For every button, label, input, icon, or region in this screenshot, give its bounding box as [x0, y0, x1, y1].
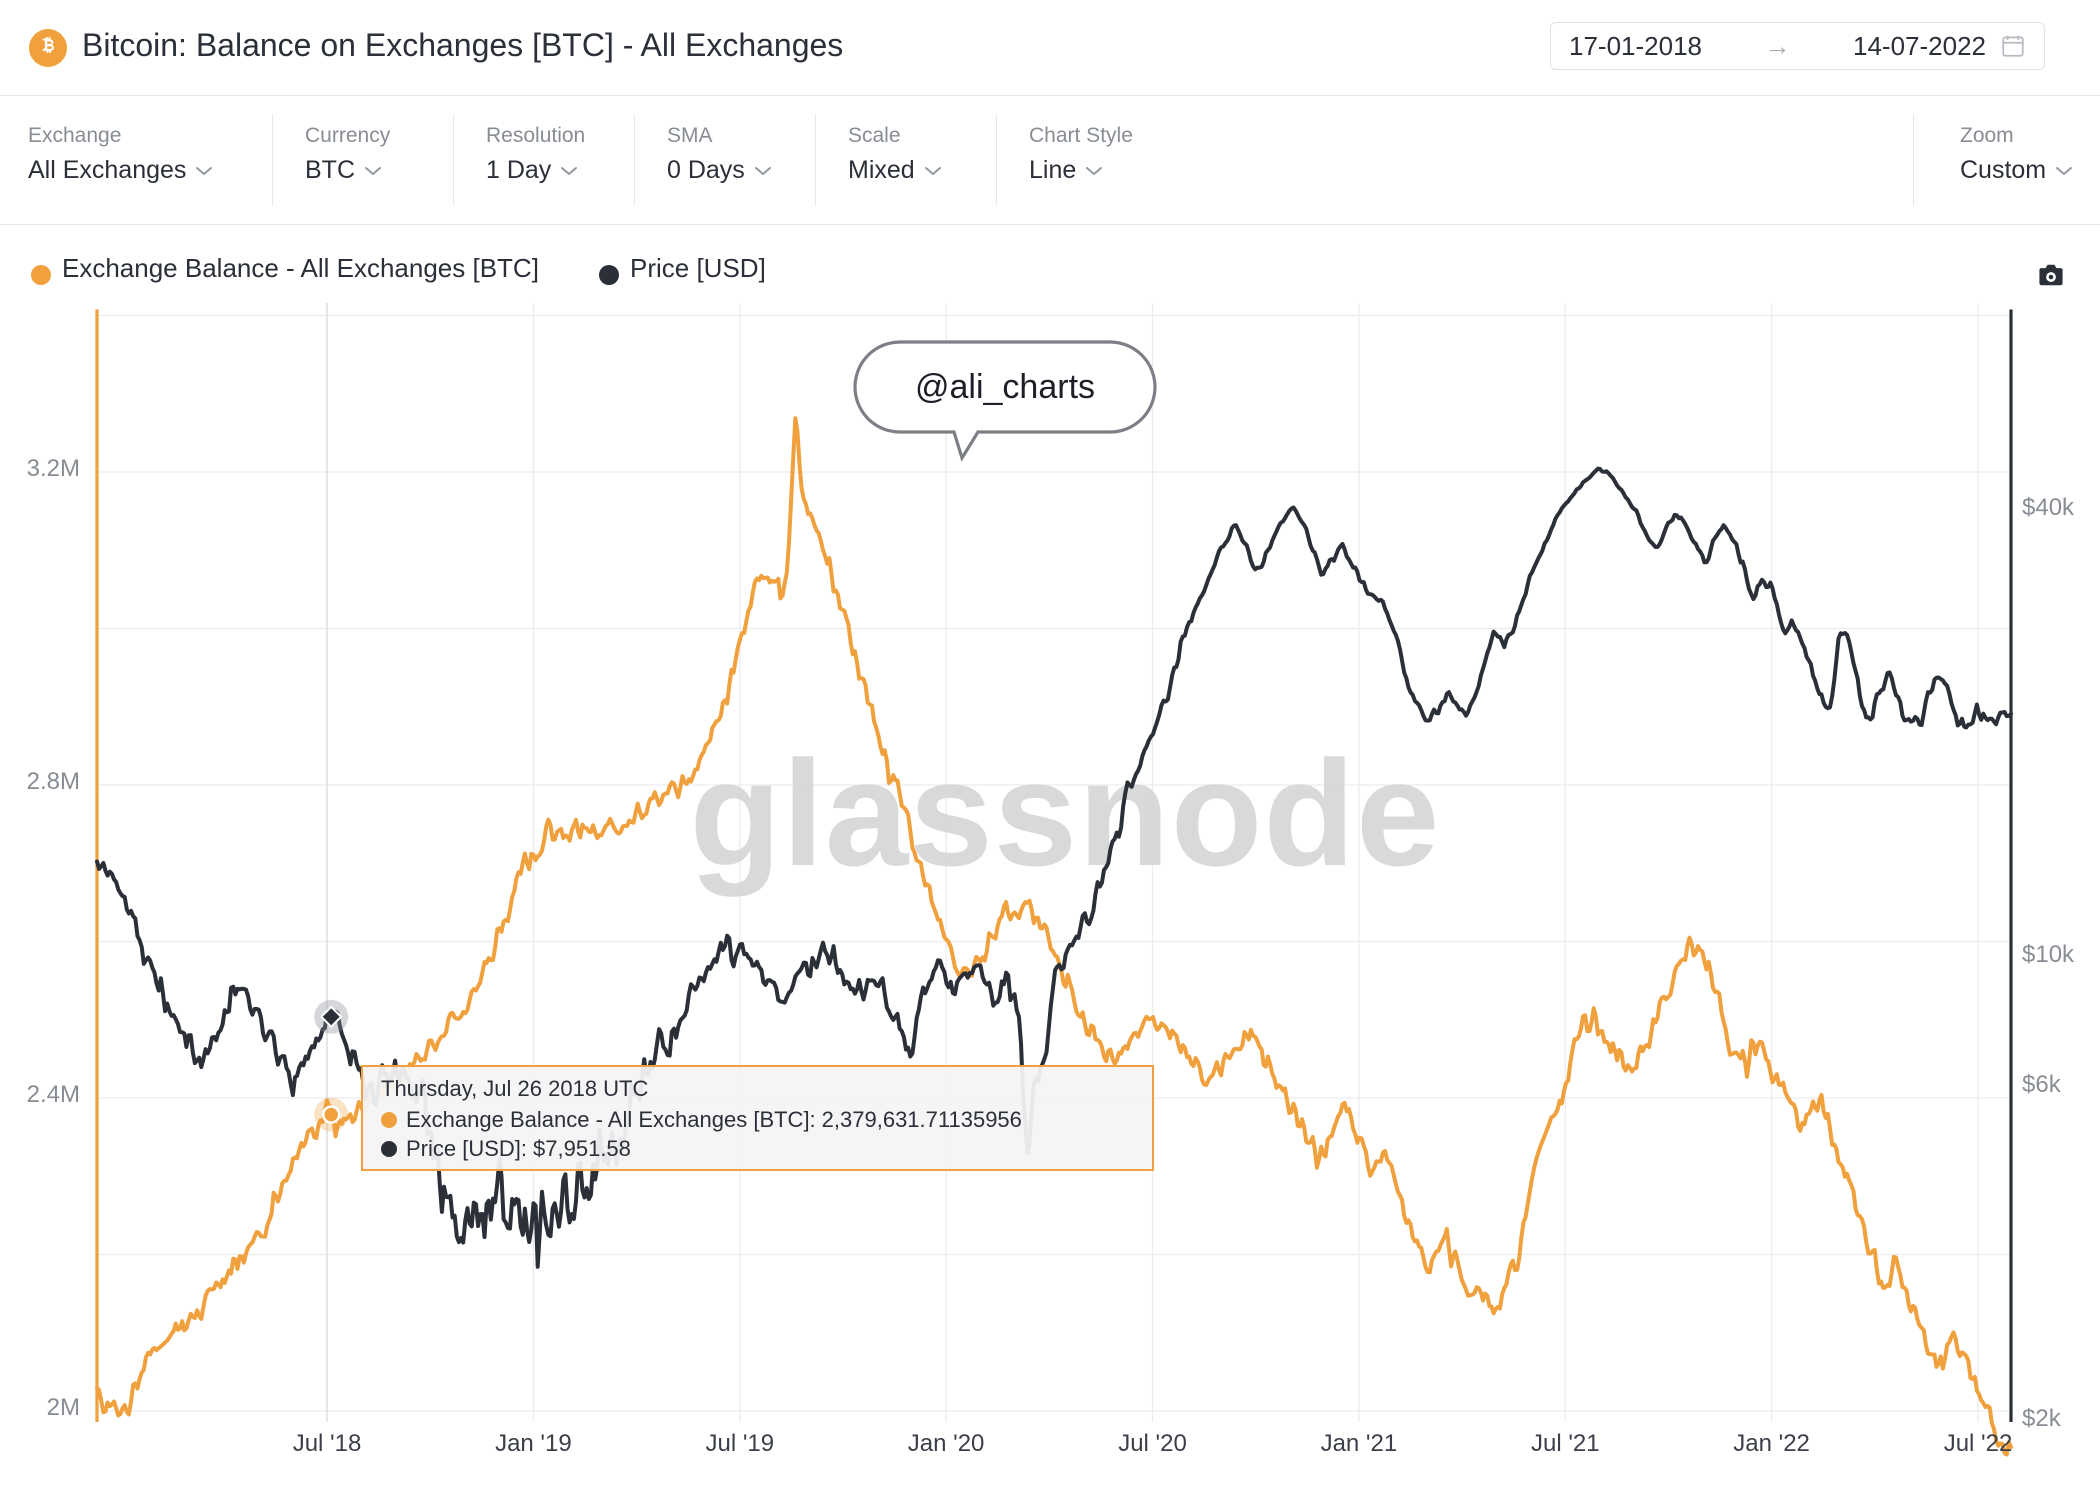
svg-text:glassnode: glassnode: [690, 729, 1441, 897]
